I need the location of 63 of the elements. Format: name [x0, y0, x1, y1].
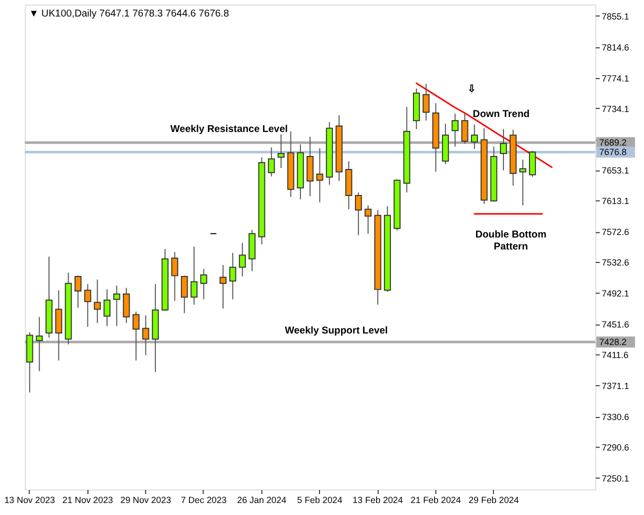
- y-tick-label: 7653.1: [602, 166, 630, 176]
- candlestick: [122, 287, 130, 324]
- candlestick: [316, 148, 324, 203]
- candlestick: [461, 113, 468, 144]
- candlestick: [519, 159, 526, 206]
- x-tick-label: 5 Feb 2024: [297, 494, 342, 505]
- y-tick-label: 7855.1: [602, 11, 630, 22]
- candlestick: [55, 290, 62, 361]
- y-tick-label: 7451.6: [602, 320, 630, 330]
- annotation: Weekly Support Level: [284, 325, 388, 336]
- candlestick: [180, 275, 188, 314]
- y-tick-label: 7492.1: [602, 288, 630, 299]
- annotation: ⇩: [468, 84, 476, 95]
- annotation: Weekly Resistance Level: [170, 124, 288, 136]
- y-tick-label: 7814.6: [602, 42, 630, 52]
- y-tick-label: 7371.1: [602, 381, 630, 392]
- ref-line-label: 7689.2: [599, 138, 627, 148]
- candlestick: [84, 284, 92, 328]
- x-tick-label: 21 Feb 2024: [410, 494, 461, 505]
- y-tick-label: 7250.1: [602, 473, 630, 484]
- candlestick: [268, 146, 275, 177]
- x-tick-label: 29 Feb 2024: [468, 494, 519, 505]
- ref-line-label: 7676.8: [599, 147, 627, 158]
- candlestick: [500, 128, 507, 171]
- candlestick: [470, 124, 478, 150]
- candlestick: [74, 275, 82, 308]
- annotation: Double Bottom Pattern: [475, 229, 547, 252]
- candlestick: [142, 314, 150, 356]
- y-tick-label: 7613.1: [602, 196, 630, 206]
- candlestick: [171, 252, 178, 302]
- y-tick-label: 7532.6: [602, 258, 630, 268]
- candlestick: [132, 311, 140, 361]
- y-tick-label: 7572.6: [602, 227, 630, 238]
- x-tick-label: 13 Nov 2023: [4, 494, 56, 505]
- candlestick: [94, 279, 101, 324]
- x-tick-label: 26 Jan 2024: [237, 494, 286, 505]
- y-tick-label: 7774.1: [602, 73, 630, 84]
- x-tick-label: 21 Nov 2023: [62, 494, 114, 505]
- ref-line-label: 7428.2: [599, 336, 627, 347]
- x-tick-label: 13 Feb 2024: [352, 494, 403, 505]
- line-series: [416, 82, 553, 168]
- x-tick-label: 7 Dec 2023: [180, 494, 227, 505]
- y-tick-label: 7330.6: [602, 412, 630, 422]
- x-tick-label: 29 Nov 2023: [120, 494, 172, 505]
- candlestick: [113, 285, 120, 327]
- candlestick: [528, 150, 536, 178]
- candlestick: [452, 113, 459, 148]
- candlestick: [278, 134, 285, 168]
- candlestick: [200, 268, 208, 300]
- candlestick: [422, 83, 430, 122]
- candlestick: [36, 316, 43, 372]
- candlestick: [354, 192, 362, 236]
- candlestick: [104, 288, 111, 327]
- candlestick: [229, 252, 236, 300]
- y-tick-label: 7734.1: [602, 104, 630, 114]
- candlestick: [238, 242, 246, 277]
- candlestick: [190, 246, 198, 306]
- candlestick: [364, 204, 372, 234]
- y-tick-label: 7290.6: [602, 442, 630, 453]
- y-tick-label: 7411.6: [602, 350, 628, 360]
- chart-title: ▼ UK100,Daily 7647.1 7678.3 7644.6 7676.8: [28, 8, 230, 20]
- annotation: Down Trend: [472, 109, 530, 120]
- candlestick: [220, 264, 227, 310]
